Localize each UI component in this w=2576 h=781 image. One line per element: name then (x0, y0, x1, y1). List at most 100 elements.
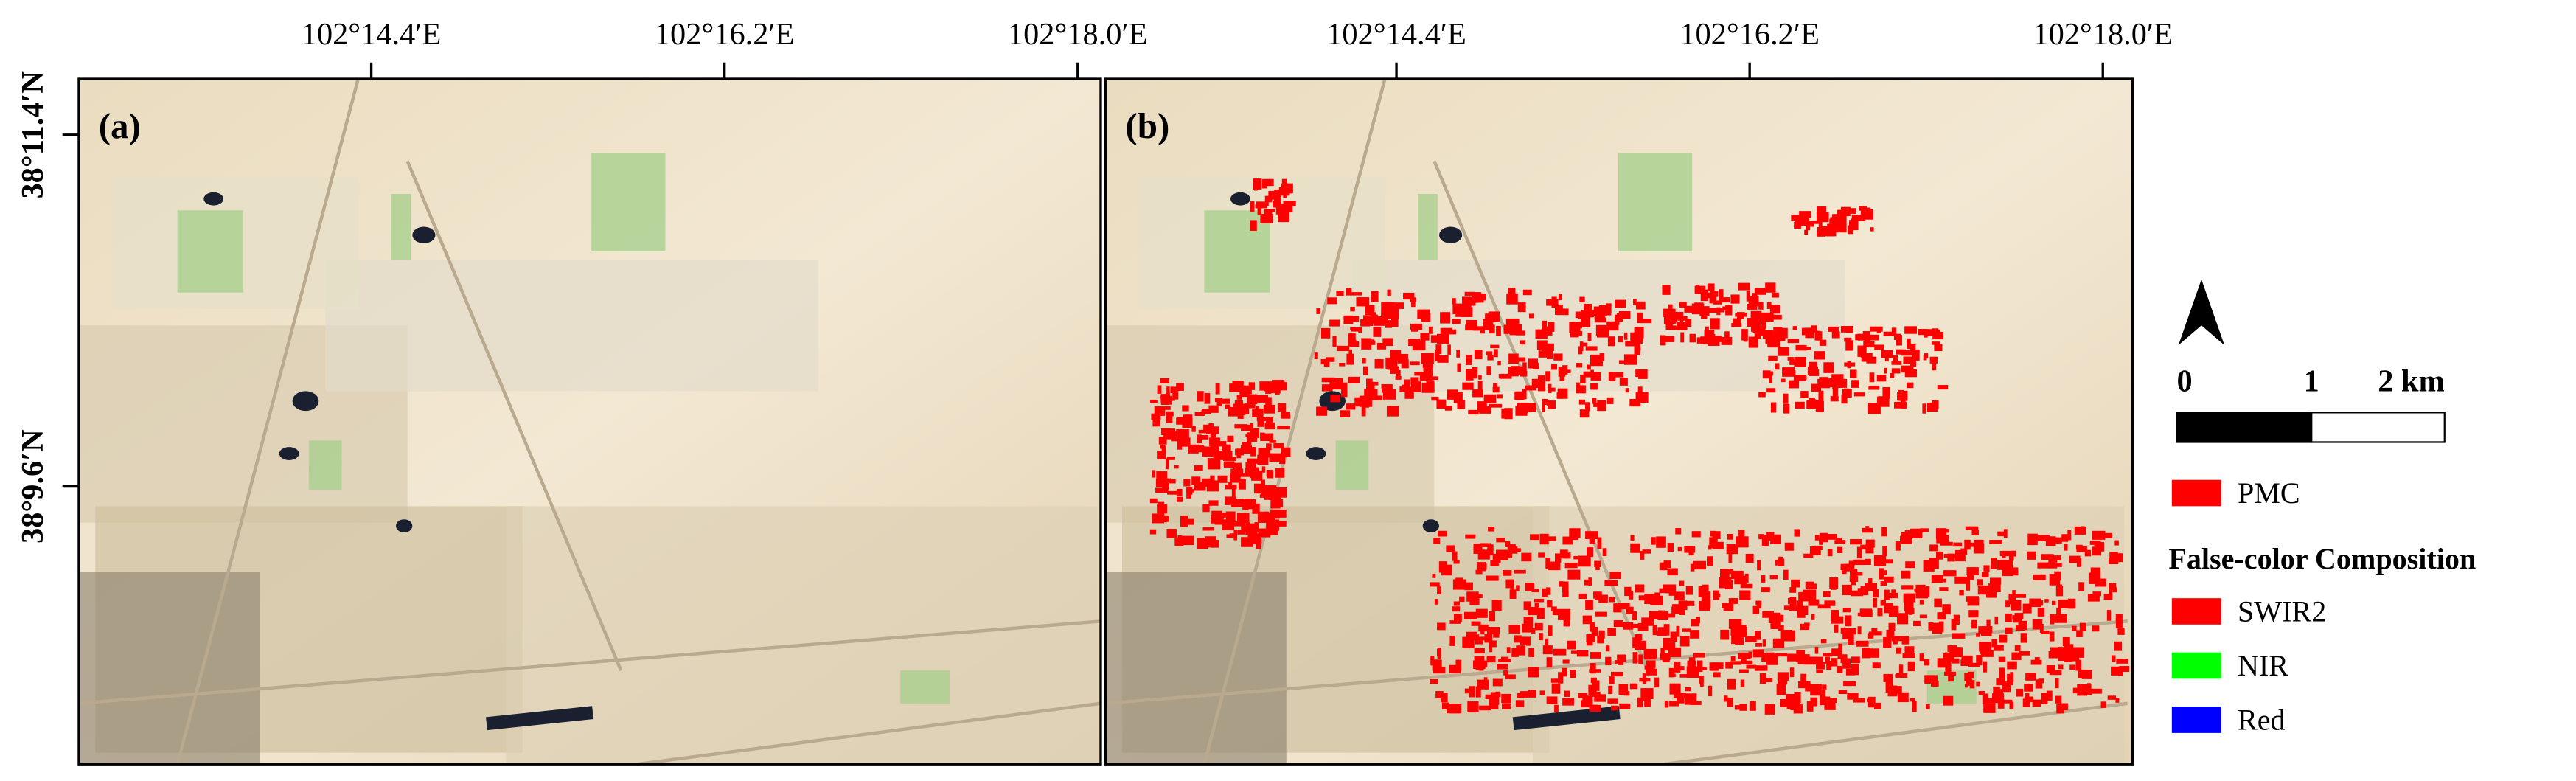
pmc-patch (1898, 664, 1904, 676)
pmc-patch (1882, 386, 1890, 399)
pmc-patch (1456, 350, 1460, 358)
pmc-patch (1663, 315, 1674, 324)
pmc-patch (2117, 627, 2125, 635)
pmc-patch (1926, 586, 1930, 597)
pmc-patch (1780, 327, 1788, 339)
pmc-patch (1685, 586, 1693, 595)
pmc-patch (1490, 560, 1501, 563)
pmc-patch (1670, 631, 1677, 642)
pmc-patch (1452, 303, 1464, 315)
pmc-patch (1257, 206, 1261, 215)
vegetation (1204, 210, 1270, 293)
pmc-patch (1563, 617, 1570, 627)
pmc-patch (1827, 223, 1835, 229)
pmc-patch (1675, 528, 1682, 535)
pmc-patch (1746, 664, 1756, 669)
pmc-patch (1514, 635, 1522, 643)
pmc-patch (1884, 589, 1890, 600)
pmc-patch (1339, 363, 1346, 367)
pmc-patch (1657, 627, 1668, 634)
pmc-patch (1855, 334, 1864, 341)
pmc-patch (1618, 684, 1624, 695)
pmc-patch (1257, 454, 1269, 465)
pmc-patch (1949, 647, 1963, 658)
pmc-patch (1656, 536, 1666, 548)
pmc-patch (1888, 622, 1896, 631)
pmc-patch (2089, 541, 2101, 545)
pmc-patch (1644, 650, 1656, 660)
pmc-patch (1910, 698, 1915, 702)
pmc-patch (1158, 482, 1167, 487)
pmc-patch (1719, 297, 1730, 303)
pmc-patch (1845, 208, 1856, 214)
pmc-patch (1710, 318, 1720, 330)
pmc-patch (1713, 672, 1721, 678)
pmc-patch (1814, 646, 1819, 654)
pmc-patch (1437, 648, 1441, 659)
pmc-patch (1811, 325, 1817, 333)
pmc-patch (1316, 308, 1320, 314)
pmc-patch (1797, 681, 1811, 689)
pmc-patch (1761, 319, 1766, 324)
pmc-patch (1816, 212, 1829, 223)
pmc-patch (1650, 537, 1656, 545)
pmc-patch (1740, 679, 1745, 687)
pmc-patch (1434, 599, 1438, 605)
pmc-patch (1576, 650, 1589, 657)
pmc-patch (1421, 353, 1434, 364)
pmc-patch (1215, 383, 1220, 395)
pmc-patch (1865, 526, 1869, 533)
pmc-patch (1191, 426, 1196, 432)
pmc-patch (1178, 437, 1191, 447)
pmc-patch (1755, 631, 1761, 640)
pmc-patch (1877, 608, 1883, 617)
pmc-patch (1253, 178, 1262, 190)
pmc-patch (1691, 619, 1699, 627)
pmc-patch (1149, 498, 1158, 504)
pmc-patch (1792, 370, 1796, 377)
pmc-patch (1613, 603, 1622, 613)
pmc-patch (1256, 417, 1270, 421)
pmc-patch (1727, 697, 1733, 707)
pmc-patch (1431, 396, 1439, 401)
pmc-patch (1820, 639, 1827, 644)
pmc-patch (2012, 590, 2016, 595)
pmc-patch (1264, 195, 1273, 202)
pmc-patch (1807, 583, 1817, 590)
pmc-patch (2005, 627, 2013, 634)
pmc-patch (1794, 221, 1801, 229)
pmc-patch (1842, 608, 1851, 613)
pmc-patch (1816, 669, 1823, 673)
pmc-patch (1734, 575, 1747, 585)
pmc-patch (1684, 546, 1696, 553)
pmc-patch (1795, 401, 1805, 409)
pmc-patch (1796, 600, 1803, 611)
pmc-patch (1762, 639, 1766, 647)
pmc-patch (1256, 395, 1269, 403)
pmc-patch (1625, 341, 1635, 347)
pmc-patch (1674, 311, 1684, 320)
pmc-patch (1176, 417, 1184, 425)
pmc-patch (1410, 323, 1422, 330)
pmc-patch (2092, 625, 2100, 632)
pmc-patch (1886, 629, 1895, 639)
pmc-patch (1495, 691, 1500, 697)
pmc-patch (1508, 625, 1520, 634)
pmc-patch (1516, 585, 1520, 591)
pmc-patch (1736, 536, 1749, 548)
pmc-patch (1489, 611, 1496, 622)
pmc-patch (1664, 701, 1669, 708)
pmc-patch (1642, 549, 1651, 554)
pmc-patch (1231, 496, 1236, 507)
pmc-patch (1633, 299, 1637, 306)
pmc-patch (1613, 620, 1623, 628)
pmc-patch (1453, 601, 1460, 606)
pmc-patch (1869, 372, 1875, 383)
pmc-patch (2044, 599, 2049, 603)
pmc-patch (1967, 597, 1980, 606)
pmc-patch (1823, 653, 1833, 657)
pmc-patch (2032, 619, 2043, 630)
pmc-patch (1770, 402, 1777, 413)
pmc-patch (1534, 622, 1543, 631)
pmc-patch (1694, 302, 1704, 307)
